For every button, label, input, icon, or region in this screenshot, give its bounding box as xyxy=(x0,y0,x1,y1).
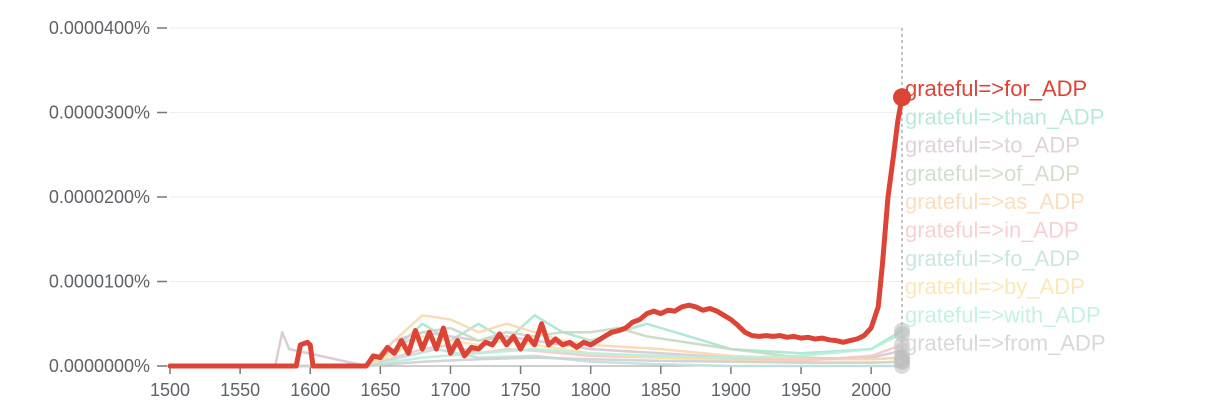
x-tick-label: 1700 xyxy=(430,380,470,400)
x-tick-label: 1750 xyxy=(501,380,541,400)
x-tick-label: 2000 xyxy=(851,380,891,400)
series-label[interactable]: grateful=>by_ADP xyxy=(905,274,1085,299)
series-label[interactable]: grateful=>to_ADP xyxy=(905,133,1080,158)
series-label[interactable]: grateful=>for_ADP xyxy=(905,76,1087,101)
axis-layer: 0.0000000% 0.0000100% 0.0000200% 0.0000300%… xyxy=(49,18,903,400)
series-label[interactable]: grateful=>with_ADP xyxy=(905,302,1101,327)
x-tick-label: 1850 xyxy=(641,380,681,400)
series-end-point[interactable] xyxy=(894,336,910,353)
series-label[interactable]: grateful=>as_ADP xyxy=(905,189,1085,214)
series-label[interactable]: grateful=>fo_ADP xyxy=(905,246,1080,271)
x-tick-label: 1950 xyxy=(781,380,821,400)
series-label[interactable]: grateful=>in_ADP xyxy=(905,218,1079,243)
series-line[interactable] xyxy=(168,332,904,368)
x-tick-label: 1800 xyxy=(571,380,611,400)
y-tick-label: 0.0000300% xyxy=(49,103,150,123)
y-tick-label: 0.0000400% xyxy=(49,18,150,38)
series-label-layer: grateful=>for_ADP grateful=>than_ADPgrate… xyxy=(905,76,1106,356)
series-line[interactable] xyxy=(168,356,904,368)
series-line[interactable] xyxy=(167,94,905,369)
y-tick-label: 0.0000200% xyxy=(49,187,150,207)
x-tick-label: 1500 xyxy=(150,380,190,400)
x-tick-label: 1650 xyxy=(360,380,400,400)
series-end-point[interactable] xyxy=(894,353,910,370)
series-end-point[interactable] xyxy=(894,325,910,342)
x-tick-label: 1600 xyxy=(290,380,330,400)
series-label[interactable]: grateful=>of_ADP xyxy=(905,161,1080,186)
series-end-point[interactable] xyxy=(893,88,911,107)
series-label[interactable]: grateful=>than_ADP xyxy=(905,104,1104,129)
series-line[interactable] xyxy=(168,347,904,368)
series-layer xyxy=(167,88,911,374)
y-tick-label: 0.0000100% xyxy=(49,272,150,292)
series-line[interactable] xyxy=(168,314,904,368)
x-tick-label: 1550 xyxy=(220,380,260,400)
series-label[interactable]: grateful=>from_ADP xyxy=(905,331,1106,356)
y-tick-label: 0.0000000% xyxy=(49,356,150,376)
x-tick-label: 1900 xyxy=(711,380,751,400)
series-line[interactable] xyxy=(168,343,904,368)
